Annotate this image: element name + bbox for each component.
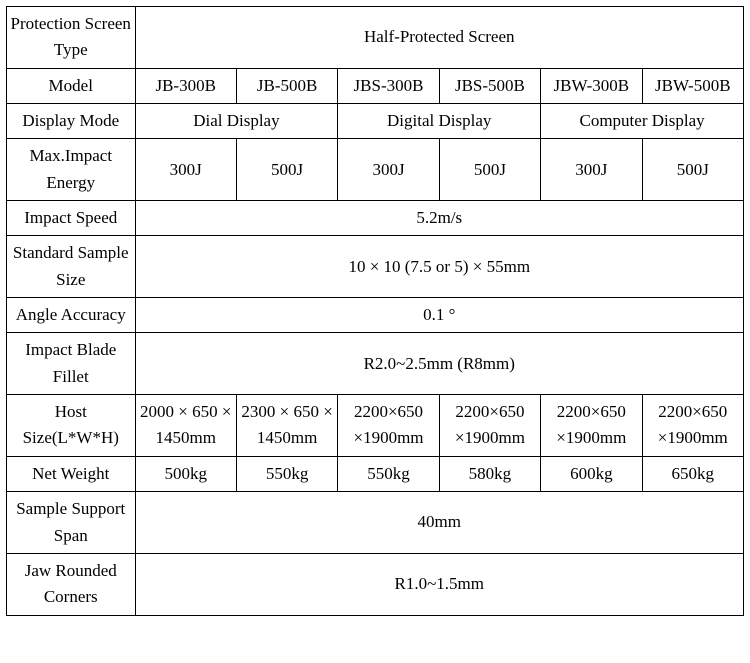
cell-value: JB-500B: [236, 68, 337, 103]
cell-value: 10 × 10 (7.5 or 5) × 55mm: [135, 236, 744, 298]
row-label: Standard Sample Size: [7, 236, 136, 298]
cell-value: JBW-300B: [541, 68, 642, 103]
cell-value: 650kg: [642, 456, 743, 491]
cell-value: R1.0~1.5mm: [135, 553, 744, 615]
cell-value: 0.1 °: [135, 298, 744, 333]
table-row: Impact Blade Fillet R2.0~2.5mm (R8mm): [7, 333, 744, 395]
row-label: Net Weight: [7, 456, 136, 491]
cell-value: 500J: [236, 139, 337, 201]
table-row: Protection Screen Type Half-Protected Sc…: [7, 7, 744, 69]
cell-value: 300J: [541, 139, 642, 201]
cell-value: 2000 × 650 × 1450mm: [135, 395, 236, 457]
cell-value: 580kg: [439, 456, 540, 491]
cell-value: Digital Display: [338, 104, 541, 139]
table-row: Angle Accuracy 0.1 °: [7, 298, 744, 333]
table-row: Sample Support Span 40mm: [7, 492, 744, 554]
row-label: Angle Accuracy: [7, 298, 136, 333]
cell-value: Dial Display: [135, 104, 338, 139]
cell-value: 2200×650 ×1900mm: [642, 395, 743, 457]
row-label: Protection Screen Type: [7, 7, 136, 69]
cell-value: 500J: [439, 139, 540, 201]
cell-value: 300J: [338, 139, 439, 201]
cell-value: 500J: [642, 139, 743, 201]
cell-value: 5.2m/s: [135, 201, 744, 236]
table-row: Jaw Rounded Corners R1.0~1.5mm: [7, 553, 744, 615]
table-row: Model JB-300B JB-500B JBS-300B JBS-500B …: [7, 68, 744, 103]
table-row: Host Size(L*W*H) 2000 × 650 × 1450mm 230…: [7, 395, 744, 457]
cell-value: Half-Protected Screen: [135, 7, 744, 69]
cell-value: 2300 × 650 × 1450mm: [236, 395, 337, 457]
cell-value: 500kg: [135, 456, 236, 491]
cell-value: JBW-500B: [642, 68, 743, 103]
cell-value: 600kg: [541, 456, 642, 491]
cell-value: JBS-300B: [338, 68, 439, 103]
cell-value: 40mm: [135, 492, 744, 554]
row-label: Host Size(L*W*H): [7, 395, 136, 457]
cell-value: JB-300B: [135, 68, 236, 103]
row-label: Impact Blade Fillet: [7, 333, 136, 395]
table-row: Max.Impact Energy 300J 500J 300J 500J 30…: [7, 139, 744, 201]
cell-value: Computer Display: [541, 104, 744, 139]
row-label: Display Mode: [7, 104, 136, 139]
table-row: Net Weight 500kg 550kg 550kg 580kg 600kg…: [7, 456, 744, 491]
table-row: Impact Speed 5.2m/s: [7, 201, 744, 236]
cell-value: R2.0~2.5mm (R8mm): [135, 333, 744, 395]
cell-value: 2200×650 ×1900mm: [541, 395, 642, 457]
row-label: Model: [7, 68, 136, 103]
cell-value: JBS-500B: [439, 68, 540, 103]
row-label: Max.Impact Energy: [7, 139, 136, 201]
table-row: Standard Sample Size 10 × 10 (7.5 or 5) …: [7, 236, 744, 298]
cell-value: 2200×650 ×1900mm: [338, 395, 439, 457]
row-label: Jaw Rounded Corners: [7, 553, 136, 615]
row-label: Sample Support Span: [7, 492, 136, 554]
cell-value: 300J: [135, 139, 236, 201]
cell-value: 550kg: [236, 456, 337, 491]
cell-value: 550kg: [338, 456, 439, 491]
cell-value: 2200×650 ×1900mm: [439, 395, 540, 457]
spec-table: Protection Screen Type Half-Protected Sc…: [6, 6, 744, 616]
table-row: Display Mode Dial Display Digital Displa…: [7, 104, 744, 139]
row-label: Impact Speed: [7, 201, 136, 236]
